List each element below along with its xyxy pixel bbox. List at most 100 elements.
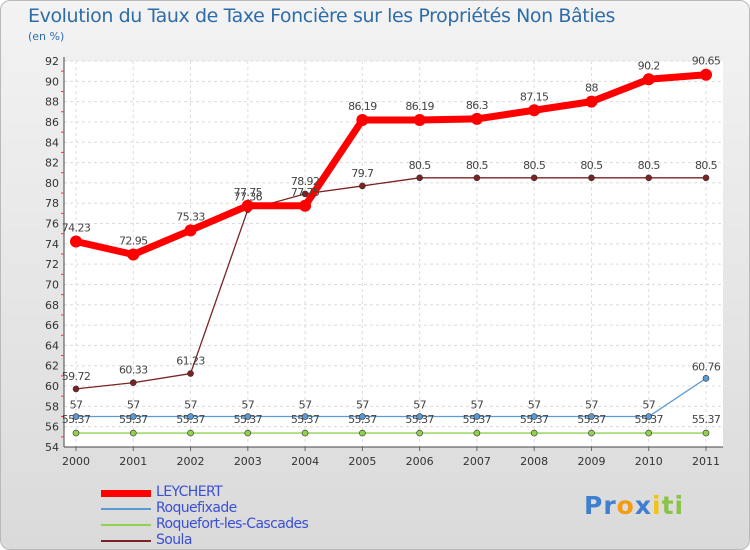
series-point-3 [72,385,80,393]
series-point-1 [473,413,481,420]
data-label-3: 80.5 [580,159,603,172]
series-point-1 [244,413,252,420]
series-line-3 [75,177,707,390]
data-label-3: 61.23 [176,355,205,368]
data-label-3: 80.5 [466,159,489,172]
data-label-2: 55.37 [234,413,263,426]
series-point-2 [244,429,252,437]
series-point-1 [645,413,653,420]
y-tick-label: 72 [45,258,59,271]
data-label-1: 57 [241,399,254,412]
y-tick-label: 68 [45,299,59,312]
data-label-1: 57 [585,399,598,412]
y-tick-label: 88 [45,96,59,109]
y-tick-label: 84 [45,136,59,149]
data-label-1: 57 [127,399,140,412]
data-label-1: 60.76 [692,360,721,373]
series-point-2 [588,429,595,437]
series-line-0 [72,71,710,259]
x-tick-label: 2000 [62,455,90,468]
data-label-2: 55.37 [577,413,606,426]
x-tick-label: 2005 [348,455,376,468]
data-label-2: 55.37 [119,413,148,426]
data-label-2: 55.37 [291,413,320,426]
data-label-2: 55.37 [692,413,721,426]
x-tick-label: 2001 [119,455,147,468]
series-point-3 [530,174,538,182]
logo-letter: P [584,491,604,520]
series-point-3 [588,174,595,182]
series-point-2 [72,429,80,437]
series-point-2 [702,429,710,437]
data-label-0: 77.75 [291,186,320,199]
x-tick-label: 2009 [577,455,605,468]
logo-letter: i [652,491,662,520]
y-tick-label: 58 [45,400,59,413]
data-label-2: 55.37 [405,413,434,426]
series-point-1 [72,413,80,420]
y-tick-label: 56 [45,421,59,434]
series-point-0 [356,114,369,127]
data-label-2: 55.37 [176,413,205,426]
data-label-1: 57 [356,399,369,412]
data-label-2: 55.37 [463,413,492,426]
data-label-1: 57 [528,399,541,412]
x-tick-label: 2006 [406,455,434,468]
series-point-0 [413,114,426,127]
data-label-1: 57 [413,399,426,412]
series-point-0 [585,95,598,108]
series-point-3 [301,190,309,198]
logo-letter: o [616,491,635,520]
series-point-1 [588,413,595,420]
data-label-3: 80.5 [523,159,546,172]
data-label-1: 57 [642,399,655,412]
data-label-0: 75.33 [176,210,205,223]
series-point-2 [187,429,194,437]
y-tick-label: 70 [45,278,59,291]
series-point-2 [129,429,137,437]
series-point-0 [528,104,541,117]
legend-label: Soula [156,532,192,548]
y-tick-label: 80 [45,177,59,190]
data-label-0: 86.19 [405,100,434,113]
y-tick-label: 78 [45,197,59,210]
legend-label: Roquefort-les-Cascades [156,516,309,532]
series-point-3 [702,174,710,182]
y-tick-label: 62 [45,360,59,373]
data-label-3: 80.5 [638,159,661,172]
data-label-0: 86.3 [466,99,489,112]
data-label-0: 77.75 [234,186,263,199]
y-tick-label: 86 [45,116,59,129]
data-label-0: 90.2 [638,59,660,72]
data-label-2: 55.37 [62,413,91,426]
x-tick-label: 2007 [463,455,491,468]
series-point-3 [129,379,137,387]
y-tick-label: 74 [45,238,59,251]
data-label-2: 55.37 [634,413,663,426]
series-point-0 [184,224,197,237]
data-label-0: 72.95 [119,235,148,248]
data-label-0: 86.19 [348,100,377,113]
series-point-0 [70,235,82,248]
series-point-1 [301,413,309,420]
series-point-1 [187,413,194,420]
series-point-0 [127,248,140,261]
proxiti-logo: Proxiti [584,491,684,520]
series-line-1 [75,377,707,418]
series-point-0 [700,68,712,81]
series-point-3 [473,174,481,182]
series-point-3 [359,182,366,190]
series-point-1 [416,413,423,420]
series-point-3 [416,174,423,182]
data-label-1: 57 [471,399,484,412]
data-label-2: 55.37 [348,413,377,426]
data-label-0: 74.23 [62,222,91,235]
data-label-1: 57 [184,399,197,412]
series-point-2 [359,429,366,437]
data-label-3: 60.33 [119,364,148,377]
chart-title: Evolution du Taux de Taxe Foncière sur l… [28,5,616,27]
legend-label: Roquefixade [156,500,237,516]
logo-letter: x [634,491,652,520]
